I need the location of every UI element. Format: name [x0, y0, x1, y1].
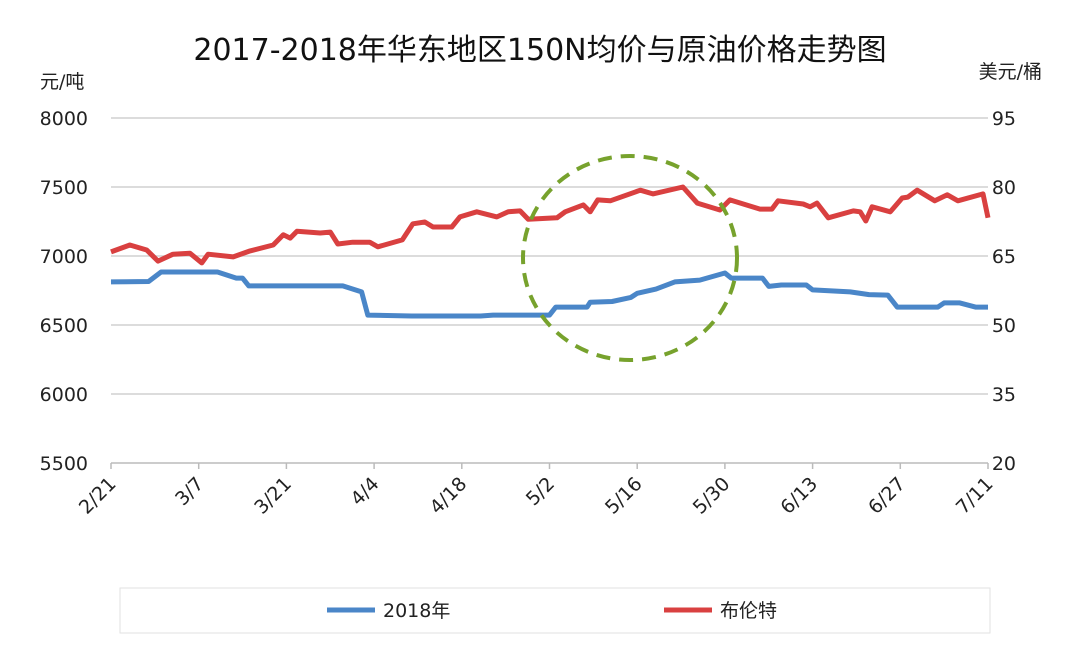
- x-tick-label: 6/13: [776, 473, 822, 519]
- highlight-circle: [521, 154, 739, 362]
- y-right-tick-label: 80: [992, 177, 1016, 199]
- series-2018: [110, 269, 989, 319]
- x-tick-label: 5/2: [522, 473, 559, 510]
- x-tick-label: 4/4: [346, 473, 383, 510]
- y-right-tick-label: 35: [992, 384, 1016, 406]
- legend-label-brent: 布伦特: [720, 600, 777, 622]
- y-right-tick-label: 20: [992, 453, 1016, 475]
- y-right-tick-label: 50: [992, 315, 1016, 337]
- x-tick-label: 5/16: [601, 473, 647, 519]
- y-left-tick-label: 7000: [40, 246, 88, 268]
- series-line-2018: [110, 269, 988, 319]
- legend-box: [119, 587, 991, 634]
- series-brent: [110, 184, 991, 266]
- x-tick-label: 2/21: [75, 473, 121, 519]
- y-left-tick-label: 6000: [40, 384, 88, 406]
- x-tick-label: 6/27: [864, 473, 910, 519]
- y-left-tick-label: 8000: [40, 108, 88, 130]
- y-left-tick-label: 7500: [40, 177, 88, 199]
- x-tick-label: 3/21: [250, 473, 296, 519]
- series-line-brent: [110, 184, 991, 266]
- x-tick-label: 3/7: [171, 473, 208, 510]
- x-tick-label: 7/11: [952, 473, 998, 519]
- x-tick-label: 5/30: [689, 473, 735, 519]
- y-right-tick-label: 65: [992, 246, 1016, 268]
- right-axis-unit: 美元/桶: [979, 61, 1042, 83]
- chart-title: 2017-2018年华东地区150N均价与原油价格走势图: [193, 33, 886, 68]
- y-left-tick-label: 5500: [40, 453, 88, 475]
- left-axis-unit: 元/吨: [40, 71, 84, 93]
- legend-label-2018: 2018年: [383, 600, 450, 622]
- y-right-tick-label: 95: [992, 108, 1016, 130]
- x-tick-label: 4/18: [426, 473, 472, 519]
- y-left-tick-label: 6500: [40, 315, 88, 337]
